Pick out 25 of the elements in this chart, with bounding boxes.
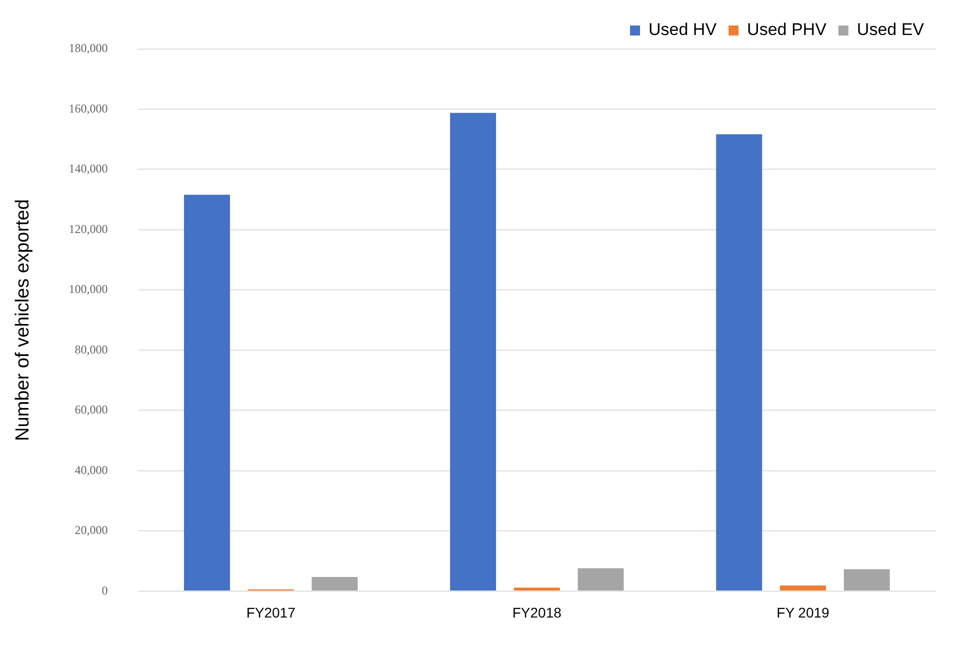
y-tick-label: 40,000 [74, 462, 108, 477]
legend-label: Used EV [856, 20, 925, 40]
y-tick-label: 180,000 [68, 41, 108, 56]
x-tick-label: FY 2019 [776, 604, 830, 620]
bar [844, 569, 890, 590]
bar [716, 134, 762, 590]
y-tick-label: 160,000 [68, 101, 108, 116]
legend-label: Used PHV [747, 20, 828, 40]
y-tick-label: 0 [102, 583, 108, 598]
y-axis-title: Number of vehicles exported [12, 199, 34, 442]
x-tick-label: FY2017 [246, 604, 296, 620]
y-tick-label: 60,000 [74, 402, 108, 417]
y-tick-label: 100,000 [68, 282, 108, 296]
y-tick-label: 20,000 [74, 523, 108, 538]
bar [184, 194, 230, 590]
bar [450, 112, 496, 590]
y-tick-label: 140,000 [68, 162, 108, 176]
bar [780, 585, 826, 590]
y-tick-label: 80,000 [74, 342, 108, 356]
bar [312, 577, 358, 590]
bar [578, 568, 624, 590]
y-tick-label: 120,000 [68, 222, 108, 236]
legend-label: Used HV [648, 20, 718, 40]
bar [514, 588, 560, 590]
x-tick-label: FY2018 [512, 604, 562, 620]
